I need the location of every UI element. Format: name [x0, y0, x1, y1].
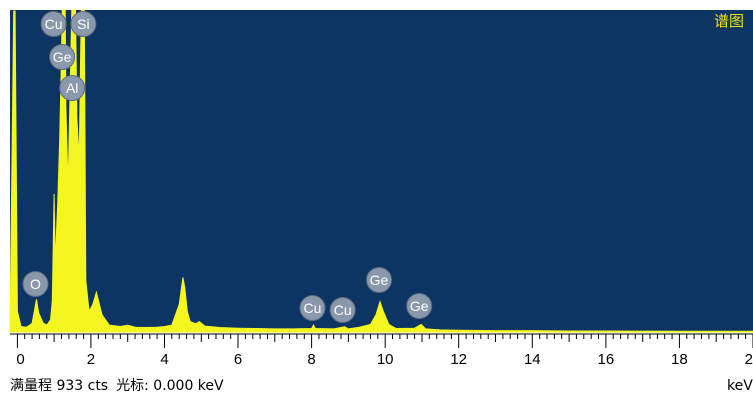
- peak-marker-label: Cu: [45, 16, 63, 32]
- peak-marker-cu: Cu: [40, 11, 67, 37]
- spectrum-area: [9, 9, 753, 333]
- x-tick-label: 2: [87, 351, 95, 368]
- x-tick-label: 20: [745, 351, 753, 368]
- cursor-value: 0.000 keV: [153, 378, 224, 394]
- peak-marker-ge: Ge: [366, 267, 392, 293]
- full-scale-label: 满量程: [10, 378, 52, 394]
- spectrum-title: 谱图: [714, 12, 744, 30]
- peak-marker-cu: Cu: [299, 295, 326, 321]
- peak-markers: O Cu Si Ge Al Cu Cu Ge Ge: [22, 11, 433, 323]
- x-tick-label: 0: [16, 351, 24, 368]
- peak-marker-ge: Ge: [49, 44, 76, 70]
- unit-label-container: keV: [727, 375, 753, 397]
- status-bar: 满量程 933 cts 光标: 0.000 keV: [10, 375, 224, 397]
- cursor-label: 光标:: [116, 378, 149, 394]
- peak-marker-circle: [366, 267, 392, 293]
- peak-marker-ge: Ge: [406, 293, 433, 319]
- x-tick-label: 14: [524, 351, 541, 368]
- peak-marker-cu: Cu: [329, 297, 356, 323]
- peak-marker-label: Ge: [53, 49, 72, 65]
- peak-marker-label: Ge: [370, 272, 389, 288]
- x-axis: 0 2 4 6 8 10 12 14 16 18 20: [16, 334, 753, 368]
- peak-marker-circle: [329, 297, 356, 323]
- x-tick-label: 10: [377, 351, 394, 368]
- peak-marker-circle: [49, 44, 76, 70]
- peak-marker-circle: [406, 293, 433, 319]
- peak-marker-label: O: [30, 276, 41, 292]
- peak-marker-al: Al: [59, 75, 86, 101]
- x-tick-label: 18: [671, 351, 688, 368]
- x-tick-label: 8: [307, 351, 315, 368]
- x-tick-label: 12: [450, 351, 467, 368]
- x-tick-label: 4: [160, 351, 168, 368]
- peak-marker-circle: [40, 11, 67, 37]
- peak-marker-o: O: [22, 271, 49, 297]
- x-unit-label: keV: [727, 378, 753, 394]
- spectrum-layer: [9, 9, 753, 333]
- peak-marker-label: Ge: [410, 298, 429, 314]
- peak-marker-label: Si: [77, 16, 89, 32]
- peak-marker-label: Cu: [334, 302, 352, 318]
- x-tick-label: 6: [234, 351, 242, 368]
- x-tick-label: 16: [598, 351, 615, 368]
- peak-marker-si: Si: [70, 11, 97, 37]
- peak-marker-circle: [70, 11, 97, 37]
- peak-marker-label: Cu: [304, 300, 322, 316]
- peak-marker-circle: [299, 295, 326, 321]
- peak-marker-label: Al: [66, 80, 78, 96]
- peak-marker-circle: [59, 75, 86, 101]
- peak-marker-circle: [22, 271, 49, 297]
- full-scale-value: 933 cts: [56, 378, 109, 394]
